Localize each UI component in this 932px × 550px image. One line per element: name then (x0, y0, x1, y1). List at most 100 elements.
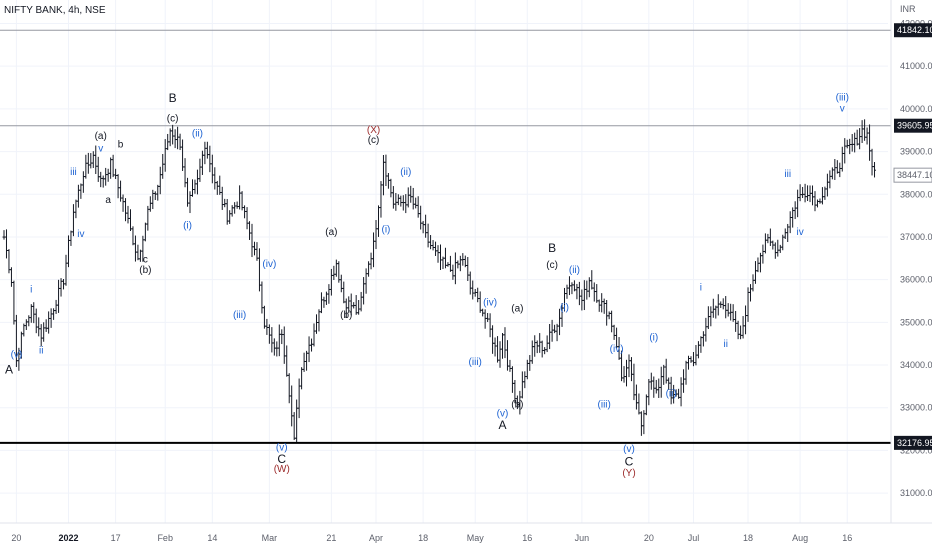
price-bar (860, 120, 864, 144)
price-bar (319, 292, 323, 314)
price-bar (200, 150, 204, 175)
price-bar (342, 281, 346, 304)
price-badge-text: 38447.10 (897, 170, 932, 180)
wave-label: b (118, 139, 124, 150)
price-badge: 39605.95 (894, 118, 932, 133)
price-bar (644, 394, 648, 416)
wave-label: (Y) (622, 468, 635, 479)
x-tick-label: 20 (644, 533, 654, 543)
price-bar (806, 185, 810, 202)
price-bar (262, 305, 266, 329)
price-bar (57, 279, 61, 313)
price-bar (853, 132, 857, 153)
wave-label: A (5, 363, 13, 377)
price-bar (548, 323, 552, 350)
price-bar (868, 124, 872, 161)
price-bar (379, 181, 383, 218)
chart-title: NIFTY BANK, 4h, NSE (4, 5, 106, 16)
wave-label: (a) (511, 304, 523, 315)
price-bar (295, 399, 299, 443)
wave-label: (i) (183, 220, 192, 231)
price-bar (843, 138, 847, 164)
currency-label: INR (900, 4, 916, 14)
price-bar (153, 191, 157, 200)
price-bar (181, 139, 185, 171)
x-tick-label: 16 (842, 533, 852, 543)
price-bar (840, 146, 844, 172)
x-tick-label: May (467, 533, 485, 543)
price-bar (510, 366, 514, 393)
price-bar (282, 326, 286, 364)
price-bar (538, 333, 542, 353)
price-bar (753, 261, 757, 284)
price-bar (285, 345, 289, 377)
price-bar (235, 201, 239, 209)
price-bar (354, 295, 358, 315)
wave-label: v (98, 144, 103, 155)
price-bar (426, 223, 430, 248)
price-badge: 38447.10 (893, 167, 932, 183)
x-tick-label: 18 (743, 533, 753, 543)
price-bar (42, 322, 46, 342)
price-bar (508, 359, 512, 372)
price-bar (476, 287, 480, 303)
y-tick-label: 35000.00 (900, 317, 932, 327)
price-bar (69, 230, 73, 246)
price-bar (545, 335, 549, 353)
x-tick-label: 14 (207, 533, 217, 543)
price-bar (104, 167, 108, 186)
price-bar (357, 299, 361, 315)
wave-label: (a) (95, 131, 107, 142)
price-bar (835, 160, 839, 174)
price-bar (684, 360, 688, 385)
price-bar (815, 199, 819, 208)
price-bar (543, 347, 547, 355)
wave-label: A (498, 418, 506, 432)
price-bar (553, 324, 557, 334)
price-bar (424, 214, 428, 238)
price-bar (838, 162, 842, 178)
price-bar (610, 310, 614, 333)
y-tick-label: 39000.00 (900, 147, 932, 157)
price-bar (81, 171, 85, 193)
wave-label: iii (784, 169, 791, 180)
price-bar (865, 127, 869, 145)
wave-label: C (625, 454, 634, 468)
price-bar (300, 367, 304, 390)
price-bar (151, 189, 155, 210)
price-bar (533, 335, 537, 357)
price-badge-box (894, 435, 932, 450)
x-tick-label: Feb (157, 533, 173, 543)
price-bar (136, 244, 140, 261)
wave-label: (v) (497, 408, 509, 419)
price-bar (106, 168, 110, 182)
price-bar (654, 379, 658, 394)
price-bar (161, 153, 165, 179)
price-bar (287, 373, 291, 404)
price-bar (525, 359, 529, 380)
price-bar (376, 205, 380, 237)
price-bar (434, 241, 438, 256)
price-bar (307, 336, 311, 363)
price-bar (384, 154, 388, 187)
price-badges: 41842.10 39605.95 32176.95 38447.10 (893, 23, 932, 450)
y-tick-label: 31000.00 (900, 488, 932, 498)
x-tick-label: Jun (575, 533, 590, 543)
price-bar (575, 283, 579, 300)
x-tick-label: Jul (688, 533, 700, 543)
price-bar (736, 320, 740, 340)
price-bar (798, 184, 802, 202)
price-bar (210, 154, 214, 184)
price-bar (716, 294, 720, 316)
wave-label: (iii) (233, 310, 246, 321)
price-bar (820, 187, 824, 205)
price-badge-box (894, 23, 932, 38)
y-tick-label: 36000.00 (900, 275, 932, 285)
x-tick-label: 18 (418, 533, 428, 543)
price-bar (297, 378, 301, 419)
price-bar (111, 154, 115, 178)
x-tick-label: 16 (522, 533, 532, 543)
wave-label: (i) (560, 302, 569, 313)
